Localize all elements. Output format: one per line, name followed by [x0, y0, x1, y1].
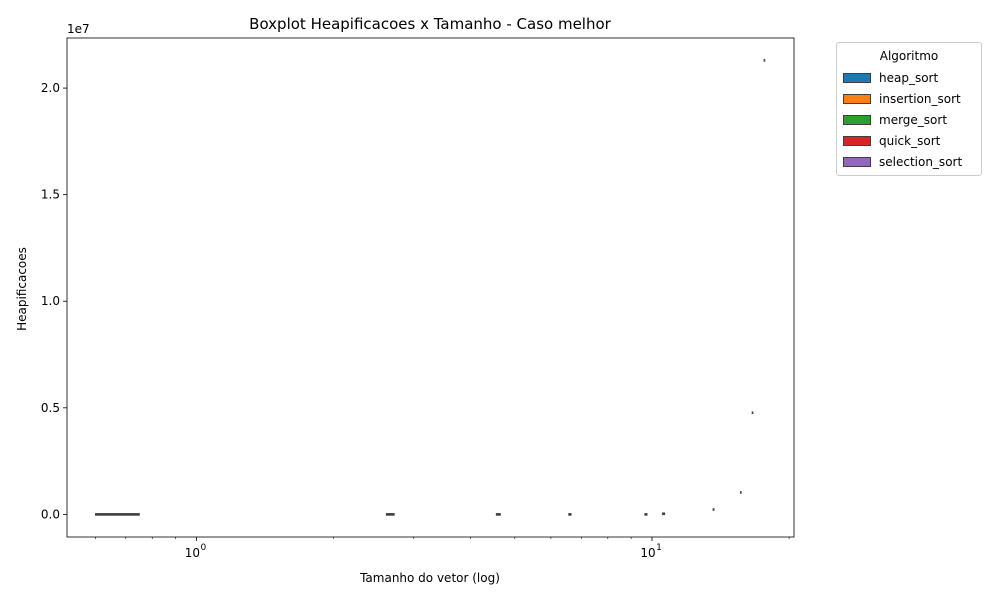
y-tick-label: 0.0	[41, 507, 60, 521]
legend-entry-heap-sort: heap_sort	[843, 71, 938, 85]
legend-label: heap_sort	[879, 71, 939, 85]
legend-label: quick_sort	[879, 134, 941, 148]
box-mark	[751, 411, 754, 415]
legend-title: Algoritmo	[879, 49, 939, 63]
legend-entry-selection-sort: selection_sort	[843, 155, 962, 169]
legend-swatch	[843, 136, 871, 146]
box-mark	[95, 513, 140, 516]
legend-swatch	[843, 157, 871, 167]
legend: Algoritmo heap_sort insertion_sort merge…	[836, 42, 982, 176]
legend-swatch	[843, 73, 871, 83]
chart-title: Boxplot Heapificacoes x Tamanho - Caso m…	[249, 15, 611, 33]
x-tick-label-exponent: 1	[656, 543, 662, 553]
plot-frame	[66, 37, 795, 538]
legend-entry-insertion-sort: insertion_sort	[843, 92, 961, 106]
x-axis-label: Tamanho do vetor (log)	[359, 571, 500, 585]
y-offset-label: 1e7	[67, 22, 90, 36]
legend-entry-merge-sort: merge_sort	[843, 113, 947, 127]
box-mark	[740, 491, 742, 494]
legend-swatch	[843, 94, 871, 104]
box-mark	[712, 508, 715, 511]
y-axis-label: Heapificacoes	[15, 247, 29, 331]
y-tick-label: 1.5	[41, 188, 60, 202]
legend-label: merge_sort	[879, 113, 948, 127]
box-mark	[662, 512, 666, 516]
legend-label: selection_sort	[879, 155, 963, 169]
legend-swatch	[843, 115, 871, 125]
y-tick-label: 0.5	[41, 401, 60, 415]
x-tick-label: 10	[640, 546, 655, 560]
legend-label: insertion_sort	[879, 92, 961, 106]
box-mark	[495, 513, 501, 516]
x-tick-label: 10	[185, 546, 200, 560]
box-mark	[568, 513, 572, 516]
y-tick-label: 2.0	[41, 81, 60, 95]
legend-entry-quick-sort: quick_sort	[843, 134, 940, 148]
box-mark	[644, 513, 648, 516]
box-mark	[763, 59, 766, 62]
box-mark	[385, 513, 395, 516]
y-tick-label: 1.0	[41, 294, 60, 308]
x-tick-label-exponent: 0	[201, 543, 207, 553]
